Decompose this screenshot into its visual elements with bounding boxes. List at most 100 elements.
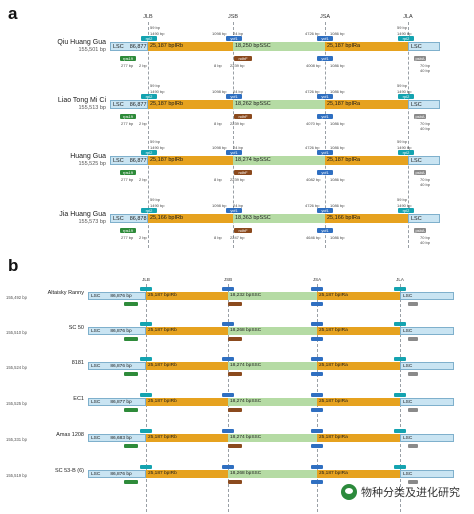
irb-region: 25,187 bpIRb: [146, 470, 228, 478]
bp-annotation: 1086 bp: [330, 121, 345, 126]
ira-region: 25,166 bpIRa: [325, 214, 408, 223]
ssc-region: 18,274 bpSSC: [228, 362, 317, 370]
species-label: Huang Gua 155,525 bp: [0, 153, 106, 167]
ira-region: 25,187 bpIRa: [317, 292, 400, 300]
bp-annotation: 2247 bp: [230, 235, 245, 240]
ycf1-gene: ycf1: [226, 150, 242, 155]
rpl2-gene: rpl2: [141, 150, 157, 155]
ssc-tag: SSC: [251, 363, 262, 368]
psbA-gene: psbA: [414, 228, 426, 233]
bp-annotation: 8 bp: [214, 235, 222, 240]
ycf1-gene-b: [311, 372, 323, 376]
ycf1-gene-b: [311, 302, 323, 306]
lsc-tag: LSC: [113, 44, 124, 50]
bp-annotation: 4008 bp: [306, 63, 321, 68]
ycf1-gene-a: [311, 322, 323, 326]
bp-annotation: 1086 bp: [330, 31, 345, 36]
ycf1-gene-b: ycf1: [317, 170, 333, 175]
irb-region: 25,187 bpIRb: [146, 434, 228, 442]
ira-region: 25,187 bpIRa: [317, 362, 400, 370]
rpl2-gene-a: [394, 357, 406, 361]
bp-annotation: 59 bp: [150, 139, 161, 144]
ndhF-gene: [228, 372, 242, 376]
ssc-length: 18,268 bp: [230, 328, 252, 333]
lsc-region: LSC 86,877 bp: [110, 100, 148, 109]
genome-bar: LSC 86,876 bp 25,187 bpIRb 18,274 bpSSC 25,1…: [88, 362, 454, 370]
irb-region: 25,187 bpIRb: [148, 156, 233, 165]
species-label: Jia Huang Gua 155,573 bp: [0, 211, 106, 225]
bp-annotation: 8 bp: [214, 121, 222, 126]
panel-b-label: b: [8, 256, 19, 275]
species-name: SC 53-B (6): [54, 468, 84, 474]
lsc-length: 86,876 bp: [110, 329, 132, 334]
lsc-tag-end: LSC: [403, 294, 413, 299]
psbA-gene: [408, 302, 418, 306]
ndhF-gene: [228, 480, 242, 484]
ycf1-gene-a: [311, 465, 323, 469]
lsc-length: 86,876 bp: [110, 472, 132, 477]
ycf1-gene: ycf1: [226, 208, 242, 213]
rpl2-gene: [140, 287, 152, 291]
rpl2-gene-a: rpl2: [398, 36, 414, 41]
bp-annotation: 2239 bp: [230, 177, 245, 182]
bp-annotation: 2 bp: [139, 63, 147, 68]
ssc-length: 18,268 bp: [230, 471, 252, 476]
ycf1-gene: [222, 357, 234, 361]
ssc-region: 18,268 bpSSC: [228, 470, 317, 478]
bp-annotation: 1490 bp: [397, 145, 412, 150]
rpl2-gene-a: rpl2: [398, 150, 414, 155]
ira-length: 25,187 bp: [327, 157, 352, 163]
species-label: SC 53-B (6) 155,519 bp: [6, 468, 84, 479]
rpl2-gene: [140, 357, 152, 361]
rpl2-gene-a: rpl2: [398, 208, 414, 213]
junction-jsb-label-b: JSB: [223, 277, 233, 282]
bp-annotation: 4726 bp: [305, 145, 320, 150]
ssc-tag: SSC: [251, 328, 262, 333]
irb-region: 25,187 bpIRb: [146, 327, 228, 335]
ssc-region: 18,250 bpSSC: [233, 42, 325, 51]
lsc-region: LSC 86,683 bp: [88, 434, 146, 442]
ira-region: 25,187 bpIRa: [317, 398, 400, 406]
genome-bar: LSC 86,683 bp 25,187 bpIRb 18,274 bpSSC 25,1…: [88, 434, 454, 442]
lsc-tag-end: LSC: [403, 364, 413, 369]
lsc-tag-end: LSC: [411, 158, 422, 164]
bp-annotation: 59 bp: [397, 139, 408, 144]
rps19-gene: rps19: [120, 228, 136, 233]
ssc-length: 18,274 bp: [235, 157, 260, 163]
species-name: Liao Tong Mi Ci: [57, 97, 106, 104]
irb-region: 25,187 bpIRb: [146, 292, 228, 300]
genome-bar: LSC 86,876 bp 25,187 bpIRb 18,268 bpSSC 25,1…: [88, 470, 454, 478]
bp-annotation: 4646 bp: [306, 235, 321, 240]
ssc-tag: SSC: [251, 293, 262, 298]
rpl2-gene: [140, 322, 152, 326]
ssc-tag: SSC: [259, 101, 271, 107]
bp-annotation: 1098 bp: [212, 89, 227, 94]
ira-region: 25,187 bpIRa: [317, 327, 400, 335]
species-name: Qiu Huang Gua: [57, 39, 106, 46]
lsc-region: LSC 86,877 bp: [110, 156, 148, 165]
lsc-tag-end: LSC: [403, 400, 413, 405]
bp-annotation: 40 bp: [420, 240, 431, 245]
species-name: Jia Huang Gua: [59, 211, 106, 218]
lsc-region-end: LSC: [400, 327, 454, 335]
lsc-region: LSC 86,878 bp: [110, 214, 148, 223]
bp-annotation: 2 bp: [139, 121, 147, 126]
lsc-tag: LSC: [91, 364, 101, 369]
ira-length: 25,187 bp: [319, 471, 341, 476]
ira-tag: IRa: [340, 435, 348, 440]
rpl2-gene-a: [394, 465, 406, 469]
lsc-region: LSC 86,876 bp: [88, 470, 146, 478]
psbA-gene: [408, 444, 418, 448]
ira-region: 25,187 bpIRa: [317, 470, 400, 478]
bp-annotation: 4726 bp: [305, 89, 320, 94]
lsc-length: 86,877 bp: [129, 44, 147, 50]
lsc-tag-end: LSC: [403, 472, 413, 477]
genome-size: 155,492 bp: [6, 295, 27, 301]
junction-jsa-label: JSA: [319, 14, 331, 20]
ira-length: 25,187 bp: [319, 363, 341, 368]
bp-annotation: 2239 bp: [230, 63, 245, 68]
ycf1-gene: ycf1: [226, 94, 242, 99]
rps19-gene: [124, 337, 138, 341]
